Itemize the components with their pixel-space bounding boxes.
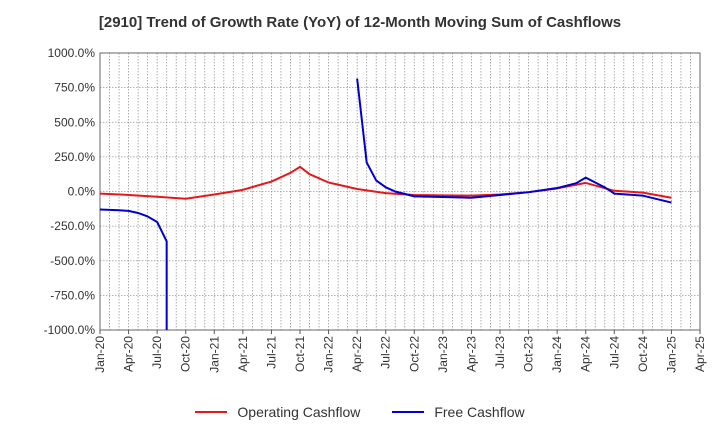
legend-label-operating-cashflow: Operating Cashflow: [237, 404, 361, 420]
x-tick-label: Jul-20: [150, 336, 164, 369]
x-tick-label: Apr-24: [579, 336, 593, 372]
x-tick-label: Apr-20: [122, 336, 136, 372]
x-tick-label: Jul-24: [607, 336, 621, 369]
x-tick-label: Oct-22: [407, 336, 421, 372]
y-tick-label: 1000.0%: [48, 46, 96, 60]
x-tick-label: Oct-20: [179, 336, 193, 372]
x-tick-label: Apr-23: [464, 336, 478, 372]
x-tick-label: Jan-25: [664, 336, 678, 373]
x-tick-label: Oct-21: [293, 336, 307, 372]
x-tick-label: Jul-23: [493, 336, 507, 369]
y-tick-label: 750.0%: [54, 81, 95, 95]
y-tick-label: 500.0%: [54, 115, 95, 129]
x-tick-label: Jan-21: [207, 336, 221, 373]
y-tick-label: -1000.0%: [44, 323, 96, 337]
legend: Operating Cashflow Free Cashflow: [0, 404, 720, 420]
x-tick-label: Oct-23: [522, 336, 536, 372]
x-tick-label: Apr-21: [236, 336, 250, 372]
x-tick-label: Apr-22: [350, 336, 364, 372]
chart-title: [2910] Trend of Growth Rate (YoY) of 12-…: [98, 14, 622, 31]
series-line-free-cashflow: [100, 208, 168, 330]
legend-item-operating-cashflow: Operating Cashflow: [195, 404, 360, 420]
x-tick-label: Jan-23: [436, 336, 450, 373]
legend-item-free-cashflow: Free Cashflow: [392, 404, 525, 420]
plot-frame: [99, 52, 701, 331]
x-tick-label: Jul-21: [264, 336, 278, 369]
y-tick-label: -250.0%: [50, 219, 95, 233]
series-line-free-cashflow: [356, 78, 672, 204]
y-tick-label: -500.0%: [50, 254, 95, 268]
legend-swatch-operating-cashflow: [195, 411, 228, 413]
x-tick-label: Jan-22: [322, 336, 336, 373]
x-tick-label: Oct-24: [636, 336, 650, 372]
y-tick-label: 0.0%: [68, 185, 96, 199]
legend-label-free-cashflow: Free Cashflow: [434, 404, 525, 420]
legend-swatch-free-cashflow: [392, 411, 425, 413]
x-tick-label: Jul-22: [379, 336, 393, 369]
y-tick-label: 250.0%: [54, 150, 95, 164]
x-tick-label: Apr-25: [693, 336, 707, 372]
x-tick-label: Jan-20: [93, 336, 107, 373]
y-tick-label: -750.0%: [50, 288, 95, 302]
x-tick-label: Jan-24: [550, 336, 564, 373]
